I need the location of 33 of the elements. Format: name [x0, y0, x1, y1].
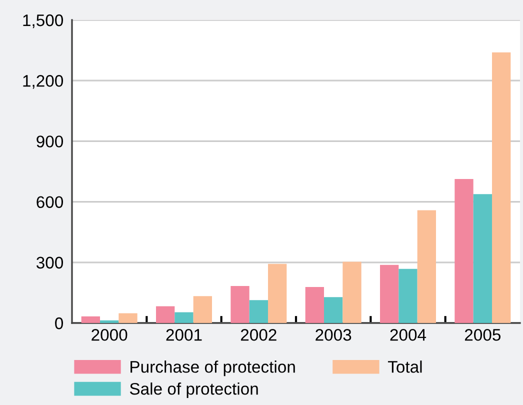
bar: [454, 178, 474, 323]
bar: [156, 306, 175, 323]
bar: [249, 300, 268, 323]
bar: [118, 313, 138, 323]
bar: [473, 194, 492, 323]
x-tick-label: 2000: [92, 328, 128, 341]
y-tick-label: 900: [36, 136, 64, 148]
bar: [417, 210, 436, 323]
bar: [100, 320, 119, 323]
x-tick-label: 2005: [464, 328, 501, 341]
bar: [230, 286, 250, 323]
bar: [81, 316, 100, 323]
bar: [268, 264, 287, 323]
legend-label: Purchase of protection: [130, 360, 295, 376]
bar: [342, 262, 362, 323]
bar: [324, 297, 343, 323]
x-tick-label: 2003: [316, 328, 352, 341]
x-tick-label: 2002: [240, 328, 276, 341]
bar: [380, 264, 399, 323]
bar: [193, 296, 212, 323]
x-tick-label: 2001: [166, 328, 202, 341]
x-tick-label: 2004: [390, 328, 426, 341]
y-tick-label: 1,500: [23, 14, 64, 28]
y-tick-label: 600: [36, 196, 64, 208]
bar: [398, 268, 418, 323]
legend-label: Total: [388, 360, 422, 373]
y-tick-label: 1,200: [23, 75, 64, 89]
y-tick-label: 300: [36, 256, 64, 269]
bar: [492, 52, 511, 323]
legend-label: Sale of protection: [130, 382, 258, 398]
y-tick-label: 0: [55, 317, 64, 330]
bar: [174, 312, 194, 323]
bar: [305, 287, 324, 323]
